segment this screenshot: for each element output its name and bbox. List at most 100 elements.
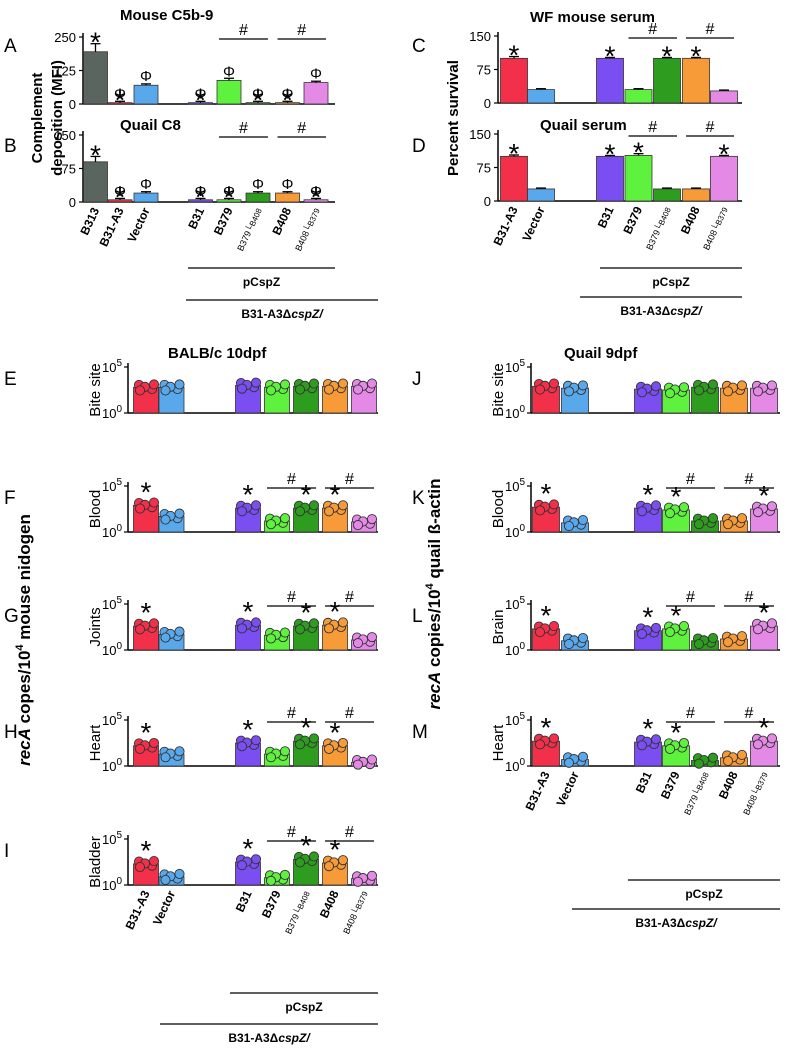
data-point: [294, 739, 306, 750]
significance-phi: Φ: [310, 66, 322, 83]
x-tick-label: Vector: [150, 888, 178, 927]
panel-letter: I: [4, 841, 9, 862]
significance-hash: #: [345, 471, 354, 488]
data-point: [148, 618, 160, 629]
y-tick-label: 150: [54, 128, 76, 143]
data-point: [722, 519, 734, 530]
data-point: [352, 638, 364, 649]
data-point: [664, 508, 676, 519]
data-point: [736, 631, 748, 642]
data-point: [678, 737, 690, 749]
y-tick-label: 0: [69, 97, 76, 112]
x-tick-label: Vector: [125, 205, 153, 244]
data-point: [308, 378, 320, 389]
x-tick-label: B313: [77, 205, 102, 237]
data-point: [366, 632, 378, 643]
data-point: [160, 632, 171, 643]
significance-hash: #: [745, 589, 754, 606]
x-tick-label: B31: [233, 888, 255, 914]
significance-star: *: [330, 479, 341, 510]
y-tick-label: 150: [469, 29, 491, 44]
data-point: [650, 622, 662, 633]
y-tick-label: 105: [505, 358, 525, 375]
y-axis-label: Bite site: [490, 363, 507, 416]
bar-vector: [133, 84, 159, 105]
x-tick-label: B31-A3: [523, 769, 553, 813]
x-tick-label: B408: [678, 204, 703, 236]
significance-star: *: [719, 138, 730, 169]
significance-hash: #: [345, 589, 354, 606]
significance-star: *: [509, 138, 520, 169]
data-point: [236, 506, 248, 517]
significance-phi: Φ: [140, 176, 152, 193]
significance-star: *: [311, 181, 322, 212]
y-axis-label: Bladder: [87, 836, 104, 888]
y-tick-label: 250: [54, 30, 76, 45]
data-point: [250, 854, 262, 865]
data-point: [323, 743, 335, 755]
data-point: [548, 499, 560, 510]
strain-bracket-i-label: B31-A3ΔcspZ/: [228, 1031, 311, 1045]
significance-star: *: [115, 84, 126, 115]
significance-star: *: [759, 597, 770, 628]
significance-star: *: [141, 835, 152, 866]
plasmid-bracket-i-label: pCspZ: [285, 1000, 322, 1014]
x-tick-label: B408└B379: [292, 206, 322, 253]
panel-letter: E: [4, 369, 17, 390]
significance-star: *: [90, 27, 101, 58]
significance-phi: Φ: [114, 183, 126, 200]
data-point: [279, 379, 291, 390]
significance-hash: #: [686, 705, 695, 722]
strain-bracket-m-label: B31-A3ΔcspZ/: [635, 916, 718, 930]
x-tick-label: B379└B408: [282, 889, 312, 936]
significance-star: *: [301, 597, 312, 628]
y-tick-label: 100: [505, 523, 525, 540]
y-tick-label: 100: [102, 757, 122, 774]
data-point: [664, 388, 676, 399]
significance-star: *: [141, 476, 152, 507]
data-point: [766, 501, 778, 512]
data-point: [265, 752, 277, 763]
data-point: [736, 380, 748, 391]
bar-b408: [682, 188, 710, 202]
data-point: [323, 861, 335, 872]
y-tick-label: 105: [102, 711, 122, 728]
data-point: [366, 870, 378, 881]
data-point: [265, 385, 277, 396]
significance-phi: Φ: [140, 68, 152, 85]
y-axis-label: Bite site: [87, 363, 104, 416]
data-point: [323, 506, 335, 517]
significance-star: *: [115, 181, 126, 212]
survival-ylabel: Percent survival: [445, 60, 462, 176]
data-point: [577, 632, 589, 644]
data-point: [323, 623, 335, 634]
data-point: [250, 735, 262, 746]
bar-b408-b379: [710, 155, 738, 202]
strain-bracket-cd-label: B31-A3ΔcspZ/: [620, 304, 703, 318]
data-point: [534, 627, 546, 638]
data-point: [236, 383, 248, 394]
panel-title: Quail 9dpf: [564, 345, 638, 362]
data-point: [548, 733, 560, 744]
y-tick-label: 75: [477, 63, 491, 78]
bar-vector: [527, 188, 555, 202]
significance-phi: Φ: [223, 63, 235, 80]
data-point: [766, 380, 778, 391]
panel-letter: D: [412, 136, 426, 157]
plasmid-bracket-cd-label: pCspZ: [652, 275, 689, 289]
data-point: [160, 752, 171, 763]
bar-vector: [527, 89, 555, 104]
data-point: [294, 506, 306, 517]
data-point: [308, 500, 320, 511]
data-point: [722, 755, 734, 766]
y-tick-label: 105: [505, 711, 525, 728]
data-point: [548, 378, 560, 389]
significance-phi: Φ: [223, 183, 235, 200]
data-point: [366, 514, 378, 525]
